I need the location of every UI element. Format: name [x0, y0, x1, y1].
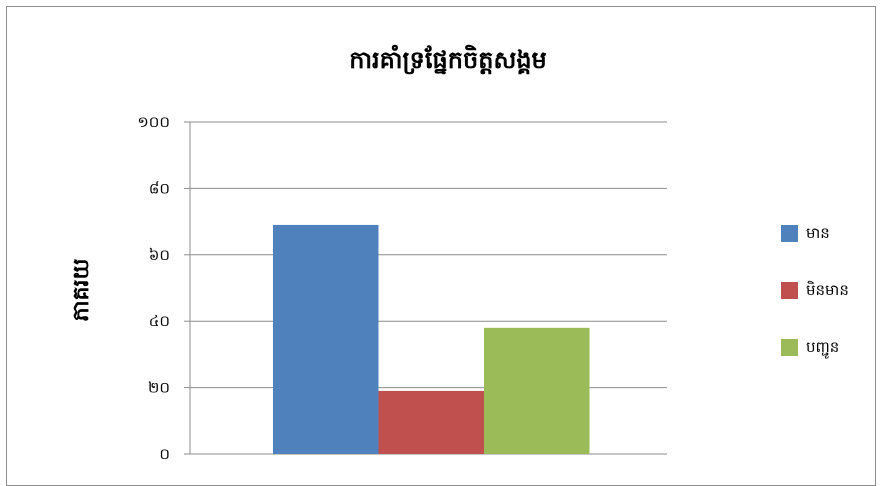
y-tick-labels: ០ ២០ ៤០ ៦០ ៨០ ១០០: [137, 113, 170, 463]
y-tick-label: ១០០: [137, 113, 170, 131]
y-tick-label: ៦០: [149, 246, 170, 264]
bars: [273, 224, 590, 454]
y-tick-label: ៨០: [149, 179, 170, 197]
bar-2: [484, 327, 590, 454]
legend-swatch: [781, 282, 798, 299]
bar-1: [378, 390, 484, 454]
y-tick-label: ២០: [148, 379, 170, 397]
legend-label: បញ្ជូន: [806, 338, 839, 359]
y-axis-label: ភាគរយ: [69, 259, 94, 322]
legend-label: មិនមាន: [806, 280, 849, 299]
legend-swatch: [781, 225, 798, 242]
y-tick-label: ៤០: [149, 312, 170, 330]
legend-swatch: [781, 339, 798, 356]
legend: មានមិនមានបញ្ជូន: [781, 224, 849, 359]
legend-label: មាន: [806, 224, 830, 242]
bar-0: [273, 224, 379, 454]
chart-title: ការគាំទ្រផ្នែកចិត្តសង្គម: [349, 44, 547, 75]
y-tick-label: ០: [159, 445, 170, 463]
